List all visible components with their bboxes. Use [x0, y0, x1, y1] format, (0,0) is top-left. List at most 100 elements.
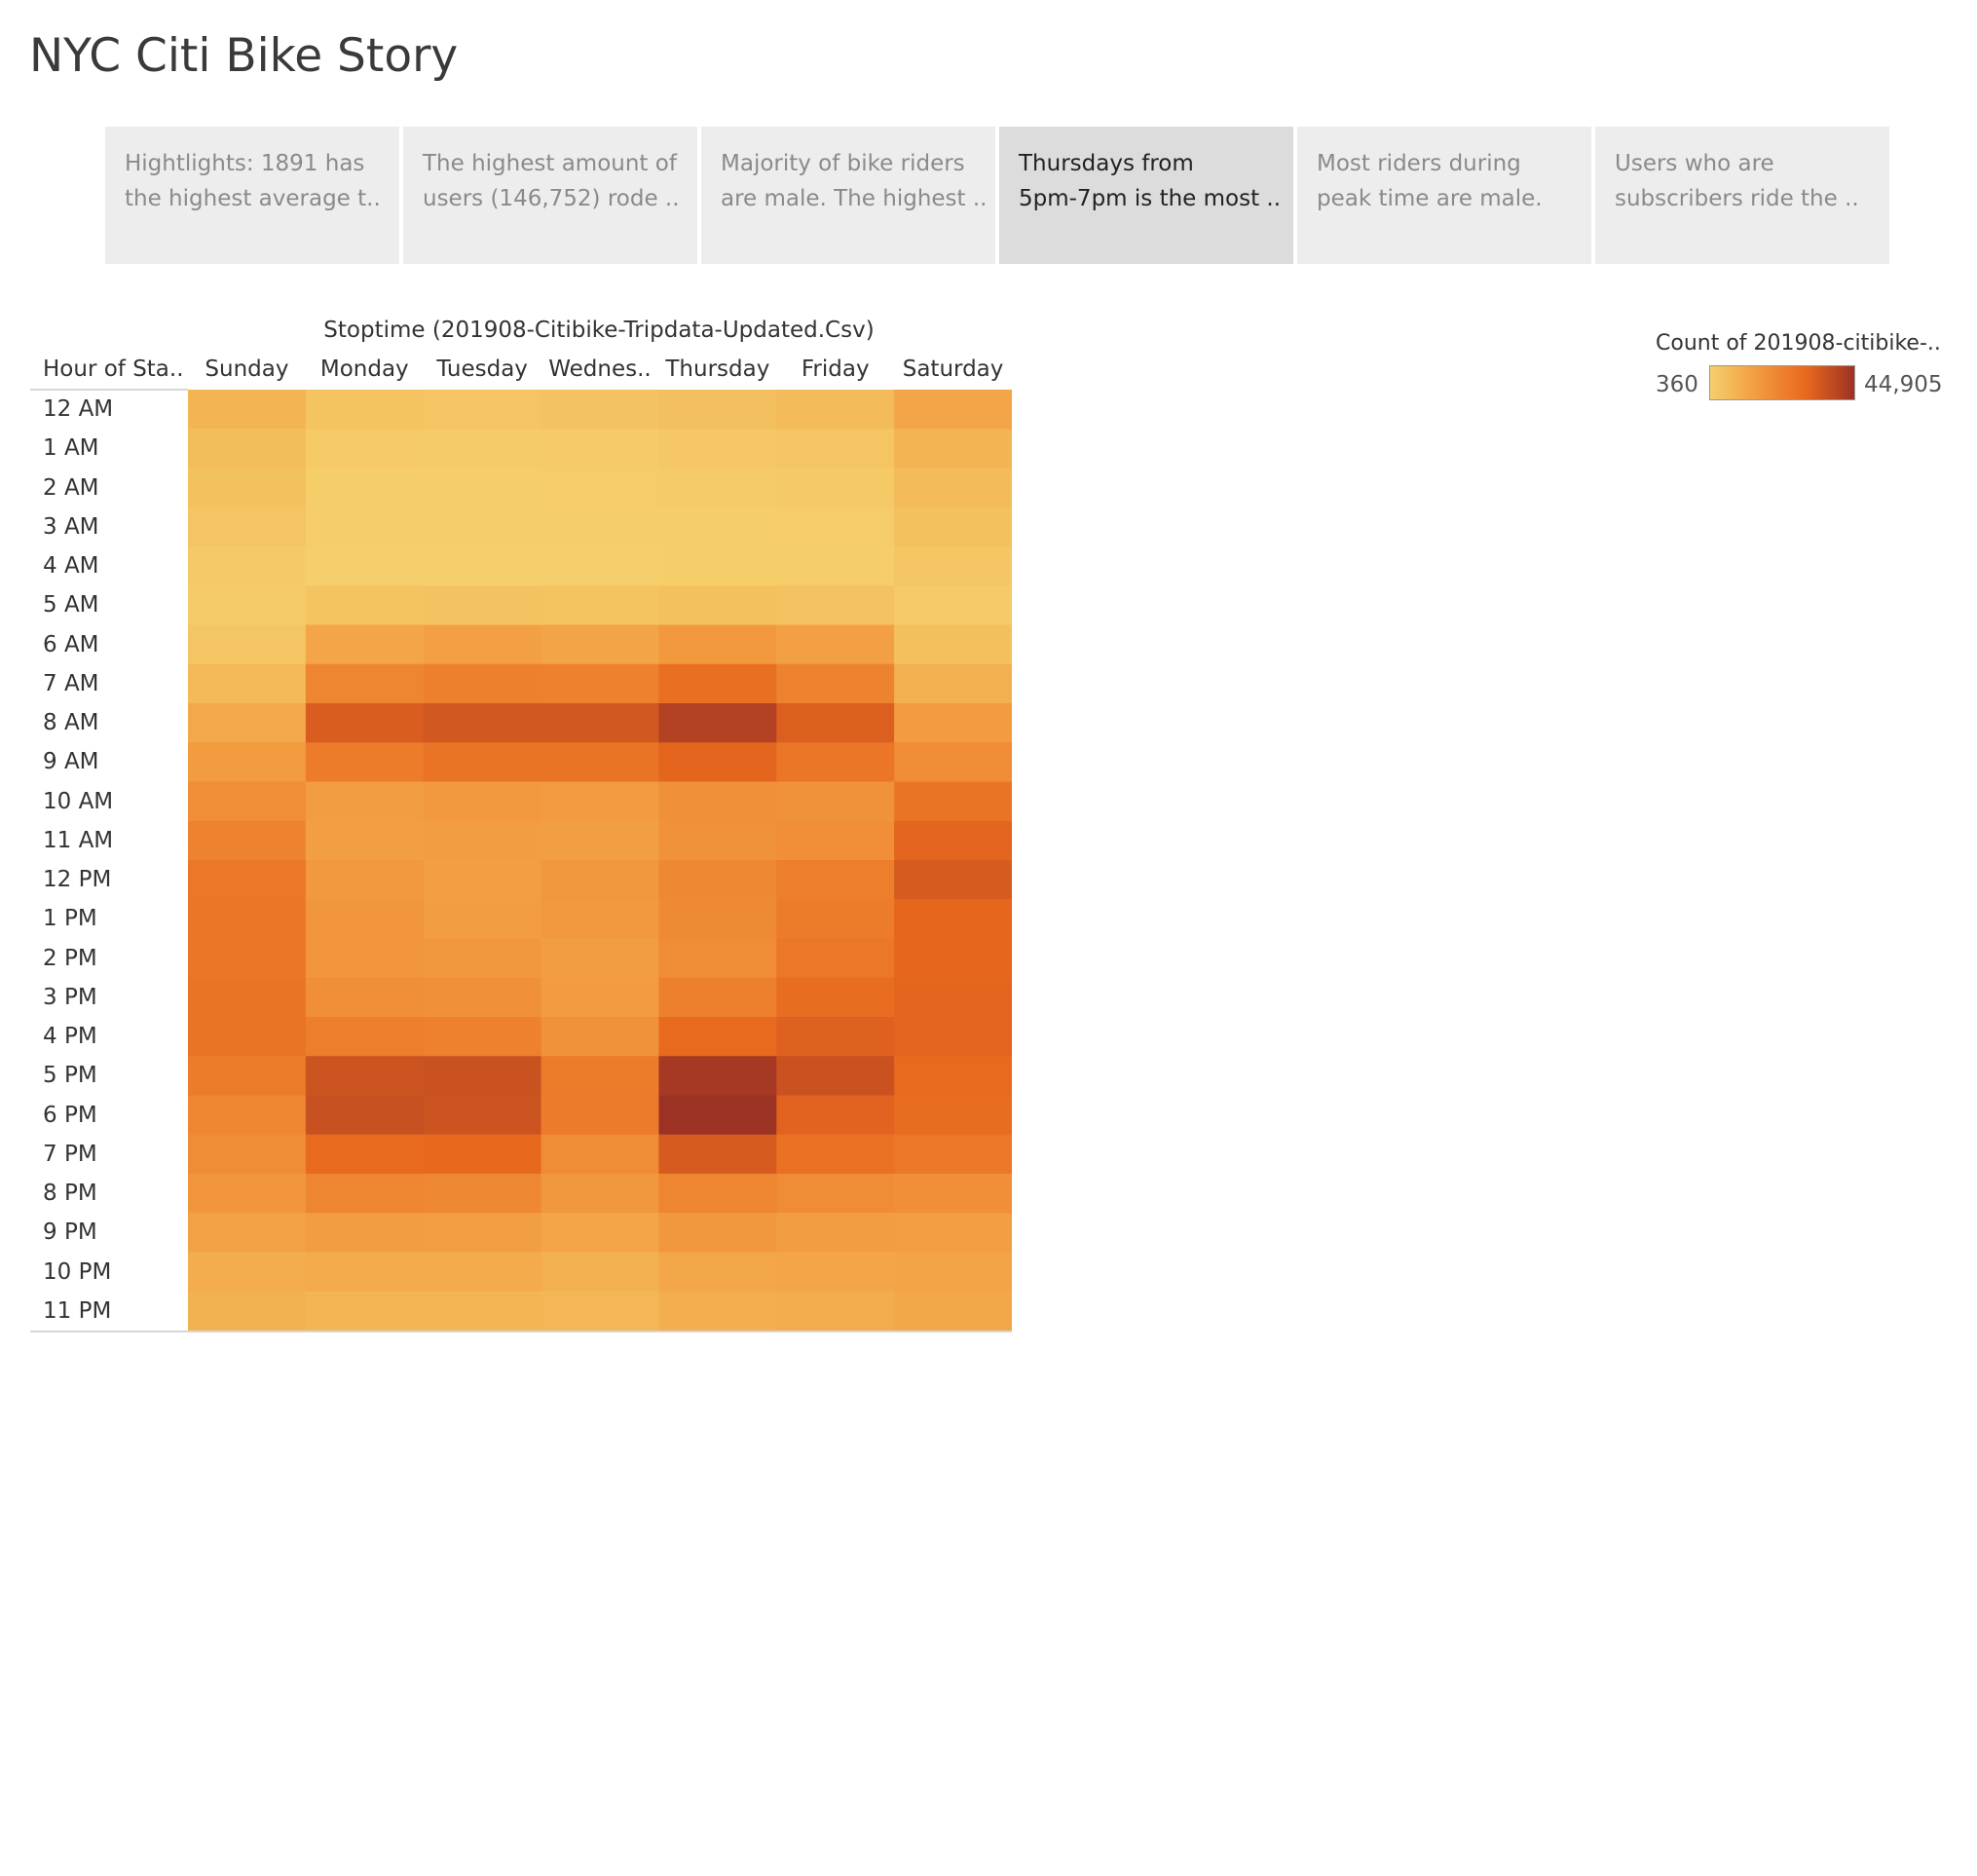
- heatmap-cell[interactable]: [894, 507, 1012, 547]
- heatmap-cell[interactable]: [541, 1252, 660, 1293]
- row-label[interactable]: 11 PM: [43, 1297, 112, 1324]
- column-header[interactable]: Sunday: [205, 356, 289, 382]
- heatmap-cell[interactable]: [658, 663, 777, 704]
- heatmap-cell[interactable]: [894, 585, 1012, 626]
- heatmap-cell[interactable]: [541, 1056, 660, 1097]
- heatmap-cell[interactable]: [305, 1213, 425, 1254]
- heatmap-cell[interactable]: [776, 390, 895, 430]
- heatmap-cell[interactable]: [776, 429, 895, 469]
- heatmap-cell[interactable]: [188, 585, 307, 626]
- heatmap-cell[interactable]: [541, 429, 660, 469]
- heatmap-cell[interactable]: [776, 1095, 895, 1136]
- heatmap-cell[interactable]: [541, 977, 660, 1018]
- legend-color-ramp[interactable]: [1709, 365, 1855, 400]
- heatmap-cell[interactable]: [541, 390, 660, 430]
- heatmap-cell[interactable]: [541, 585, 660, 626]
- row-label[interactable]: 8 AM: [43, 710, 99, 735]
- heatmap-cell[interactable]: [776, 1017, 895, 1057]
- heatmap-cell[interactable]: [305, 1291, 425, 1331]
- heatmap-cell[interactable]: [423, 1134, 542, 1175]
- heatmap-cell[interactable]: [658, 1056, 777, 1097]
- heatmap-cell[interactable]: [776, 1134, 895, 1175]
- heatmap-cell[interactable]: [894, 390, 1012, 430]
- heatmap-cell[interactable]: [305, 781, 425, 822]
- heatmap-cell[interactable]: [305, 742, 425, 783]
- row-label[interactable]: 1 AM: [43, 435, 99, 462]
- row-label[interactable]: 7 AM: [43, 670, 99, 696]
- heatmap-cell[interactable]: [423, 507, 542, 547]
- heatmap-cell[interactable]: [658, 938, 777, 979]
- heatmap-cell[interactable]: [776, 860, 895, 900]
- heatmap-cell[interactable]: [894, 624, 1012, 665]
- column-header[interactable]: Saturday: [902, 356, 1004, 382]
- heatmap-cell[interactable]: [658, 1213, 777, 1254]
- column-header[interactable]: Wednes..: [548, 356, 652, 382]
- heatmap-cell[interactable]: [188, 1252, 307, 1293]
- heatmap-cell[interactable]: [305, 663, 425, 704]
- heatmap-cell[interactable]: [541, 1291, 660, 1331]
- column-header[interactable]: Thursday: [665, 356, 770, 382]
- heatmap-cell[interactable]: [188, 742, 307, 783]
- heatmap-cell[interactable]: [776, 742, 895, 783]
- heatmap-cell[interactable]: [776, 507, 895, 547]
- heatmap-cell[interactable]: [776, 1056, 895, 1097]
- heatmap-cell[interactable]: [305, 1174, 425, 1214]
- heatmap-cell[interactable]: [423, 1174, 542, 1214]
- column-header[interactable]: Tuesday: [436, 356, 528, 382]
- heatmap-cell[interactable]: [423, 977, 542, 1018]
- heatmap-cell[interactable]: [658, 1134, 777, 1175]
- row-label[interactable]: 3 AM: [43, 513, 99, 540]
- heatmap-cell[interactable]: [894, 468, 1012, 508]
- heatmap-cell[interactable]: [423, 585, 542, 626]
- heatmap-cell[interactable]: [305, 1056, 425, 1097]
- heatmap-cell[interactable]: [894, 663, 1012, 704]
- heatmap-cell[interactable]: [305, 820, 425, 861]
- heatmap-cell[interactable]: [423, 938, 542, 979]
- heatmap-cell[interactable]: [894, 546, 1012, 586]
- heatmap-cell[interactable]: [188, 977, 307, 1018]
- heatmap-cell[interactable]: [188, 781, 307, 822]
- heatmap-cell[interactable]: [188, 507, 307, 547]
- heatmap-cell[interactable]: [188, 1017, 307, 1057]
- heatmap-cell[interactable]: [658, 977, 777, 1018]
- column-header[interactable]: Friday: [801, 356, 870, 382]
- heatmap-cell[interactable]: [423, 663, 542, 704]
- heatmap-cell[interactable]: [658, 1017, 777, 1057]
- heatmap-cell[interactable]: [305, 624, 425, 665]
- heatmap-cell[interactable]: [541, 546, 660, 586]
- row-label[interactable]: 10 AM: [43, 788, 114, 814]
- heatmap-cell[interactable]: [894, 899, 1012, 940]
- heatmap-cell[interactable]: [188, 938, 307, 979]
- heatmap-cell[interactable]: [423, 390, 542, 430]
- heatmap-cell[interactable]: [305, 977, 425, 1018]
- heatmap-cell[interactable]: [658, 468, 777, 508]
- heatmap-cell[interactable]: [658, 1174, 777, 1214]
- row-label[interactable]: 2 AM: [43, 474, 99, 501]
- heatmap-cell[interactable]: [658, 546, 777, 586]
- heatmap-cell[interactable]: [305, 390, 425, 430]
- heatmap-cell[interactable]: [541, 703, 660, 743]
- row-header-label[interactable]: Hour of Sta..: [43, 356, 184, 382]
- heatmap-cell[interactable]: [894, 429, 1012, 469]
- heatmap-cell[interactable]: [894, 938, 1012, 979]
- heatmap-cell[interactable]: [305, 1095, 425, 1136]
- heatmap-cell[interactable]: [423, 1017, 542, 1057]
- heatmap-cell[interactable]: [188, 663, 307, 704]
- row-label[interactable]: 4 PM: [43, 1024, 97, 1049]
- heatmap-cell[interactable]: [894, 781, 1012, 822]
- row-label[interactable]: 10 PM: [43, 1258, 112, 1285]
- heatmap-cell[interactable]: [894, 1134, 1012, 1175]
- heatmap-cell[interactable]: [423, 1252, 542, 1293]
- heatmap-cell[interactable]: [423, 781, 542, 822]
- heatmap-cell[interactable]: [541, 663, 660, 704]
- heatmap-cell[interactable]: [541, 1174, 660, 1214]
- heatmap-cell[interactable]: [541, 820, 660, 861]
- row-label[interactable]: 11 AM: [43, 827, 114, 853]
- heatmap-cell[interactable]: [188, 899, 307, 940]
- heatmap-cell[interactable]: [541, 507, 660, 547]
- heatmap-cell[interactable]: [188, 468, 307, 508]
- heatmap-cell[interactable]: [423, 860, 542, 900]
- heatmap-cell[interactable]: [188, 390, 307, 430]
- heatmap-cell[interactable]: [776, 977, 895, 1018]
- row-label[interactable]: 3 PM: [43, 984, 97, 1010]
